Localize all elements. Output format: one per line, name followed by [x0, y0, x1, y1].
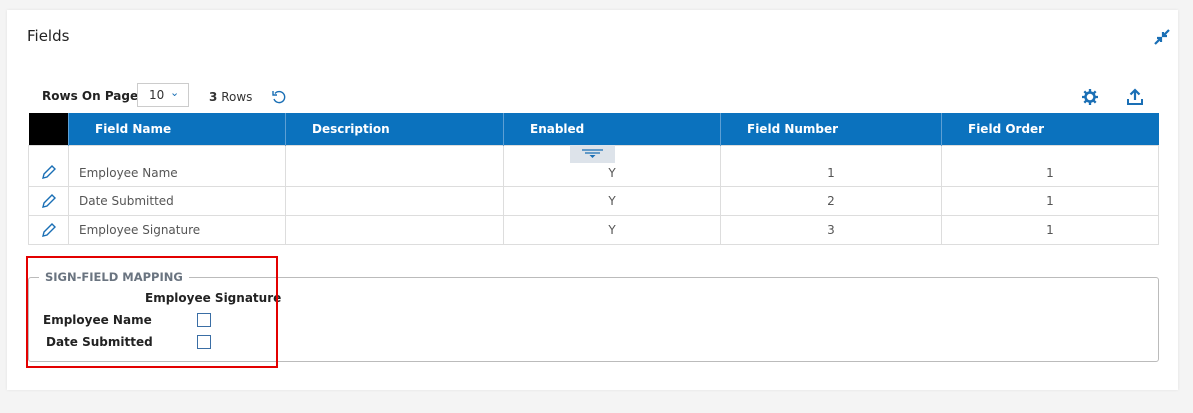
- table-row[interactable]: Date Submitted Y 2 1: [28, 185, 1159, 216]
- export-upload-icon[interactable]: [1126, 88, 1144, 106]
- collapse-arrows-icon[interactable]: [1154, 29, 1170, 45]
- highlight-box: [26, 256, 278, 368]
- cell-field-number: 3: [720, 214, 942, 245]
- row-count-value: 3: [209, 90, 218, 104]
- cell-field-number: 2: [720, 185, 942, 216]
- fields-table: Field Name Description Enabled Field Num…: [28, 113, 1159, 245]
- panel-title: Fields: [27, 27, 70, 45]
- pencil-icon: [41, 164, 56, 179]
- mapping-legend: SIGN-FIELD MAPPING: [45, 270, 183, 284]
- rows-on-page-value: 10: [149, 88, 165, 102]
- cell-field-name: Employee Name: [68, 144, 286, 187]
- cell-field-order: 1: [941, 214, 1159, 245]
- refresh-icon[interactable]: [271, 89, 287, 105]
- mapping-checkbox-employee-name[interactable]: [197, 313, 211, 327]
- pencil-icon: [41, 193, 56, 208]
- table-row[interactable]: Employee Name Y 1 1: [28, 144, 1159, 187]
- edit-button[interactable]: [28, 214, 69, 245]
- gear-icon[interactable]: [1081, 88, 1099, 106]
- cell-description: [285, 185, 504, 216]
- edit-button[interactable]: [28, 185, 69, 216]
- cell-description: [285, 144, 504, 187]
- rows-on-page-label: Rows On Page: [42, 89, 139, 103]
- header-actions: [28, 113, 69, 145]
- mapping-column-header: Employee Signature: [145, 291, 282, 305]
- mapping-row-label: Date Submitted: [46, 335, 153, 349]
- filter-toggle-handle[interactable]: [570, 145, 615, 163]
- header-field-order[interactable]: Field Order: [941, 113, 1159, 145]
- mapping-row-label: Employee Name: [43, 313, 152, 327]
- table-header: Field Name Description Enabled Field Num…: [28, 113, 1159, 145]
- header-field-number[interactable]: Field Number: [720, 113, 942, 145]
- cell-field-name: Employee Signature: [68, 214, 286, 245]
- edit-button[interactable]: [28, 144, 69, 187]
- cell-field-order: 1: [941, 144, 1159, 187]
- cell-enabled: Y: [503, 185, 721, 216]
- header-enabled[interactable]: Enabled: [503, 113, 721, 145]
- row-count-label: Rows: [221, 90, 253, 104]
- rows-on-page-select[interactable]: 10 ⌄: [137, 83, 189, 107]
- cell-field-order: 1: [941, 185, 1159, 216]
- row-count: 3 Rows: [209, 90, 252, 104]
- sign-field-mapping: SIGN-FIELD MAPPING: [28, 270, 1159, 362]
- cell-description: [285, 214, 504, 245]
- pencil-icon: [41, 222, 56, 237]
- filter-icon: [582, 149, 603, 158]
- table-row[interactable]: Employee Signature Y 3 1: [28, 214, 1159, 245]
- mapping-checkbox-date-submitted[interactable]: [197, 335, 211, 349]
- cell-field-number: 1: [720, 144, 942, 187]
- cell-enabled: Y: [503, 214, 721, 245]
- header-description[interactable]: Description: [285, 113, 504, 145]
- cell-field-name: Date Submitted: [68, 185, 286, 216]
- header-field-name[interactable]: Field Name: [68, 113, 286, 145]
- chevron-down-icon: ⌄: [170, 86, 180, 99]
- fields-panel: Fields Rows On Page 10 ⌄ 3 Rows Field Nam…: [7, 10, 1178, 390]
